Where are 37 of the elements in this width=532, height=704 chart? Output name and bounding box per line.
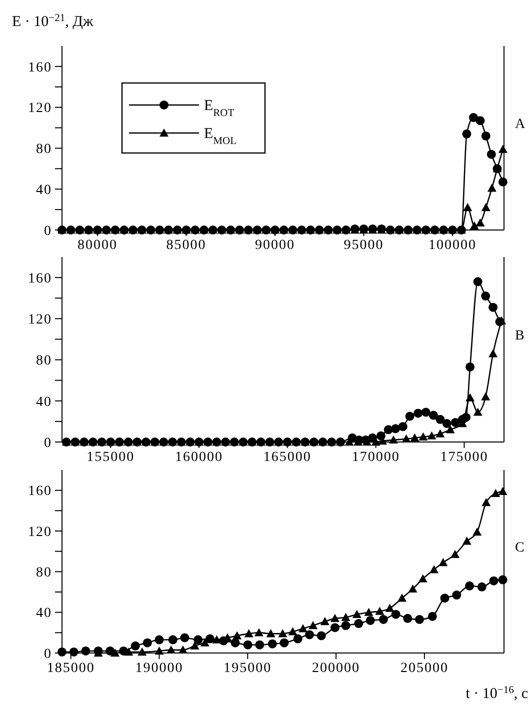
x-tick-label: 200000 [312, 661, 360, 676]
y-tick-label: 160 [28, 60, 52, 76]
legend-label: E$_{ROT}$ [204, 98, 235, 118]
x-tick-label: 170000 [352, 450, 400, 465]
y-tick-label: 40 [36, 394, 52, 410]
y-axis-title: E · 10$^{−21}$, Дж [12, 12, 94, 30]
x-tick-label: 95000 [344, 238, 384, 253]
y-tick-label: 160 [28, 484, 52, 500]
y-tick-label: 0 [44, 224, 52, 239]
text: A [515, 117, 526, 132]
y-tick-label: 80 [36, 566, 52, 581]
x-tick-label: 160000 [175, 450, 224, 465]
y-tick-label: 40 [36, 183, 52, 198]
y-tick-label: 0 [44, 646, 52, 662]
y-tick-label: 120 [28, 524, 52, 540]
x-tick-label: 175000 [440, 450, 488, 465]
y-tick-label: 80 [36, 354, 52, 369]
text: B [515, 328, 524, 344]
y-tick-label: 80 [36, 142, 52, 158]
x-tick-label: 100000 [428, 238, 477, 253]
y-tick-label: 120 [28, 312, 52, 328]
x-axis-title: t · 10$^{−16}$, c [466, 684, 528, 702]
y-tick-label: 160 [28, 271, 52, 286]
x-tick-label: 85000 [166, 238, 206, 253]
x-tick-label: 185000 [46, 661, 95, 676]
x-tick-label: 155000 [86, 450, 135, 465]
y-tick-label: 120 [28, 101, 52, 116]
x-tick-label: 205000 [400, 661, 448, 676]
x-tick-label: 90000 [255, 238, 296, 253]
x-tick-label: 165000 [263, 450, 312, 465]
text: C [515, 540, 524, 556]
legend-label: E$_{MOL}$ [204, 126, 237, 146]
x-tick-label: 190000 [135, 661, 184, 676]
y-tick-label: 0 [44, 436, 52, 451]
x-tick-label: 195000 [224, 661, 272, 676]
y-tick-label: 40 [36, 606, 52, 622]
x-tick-label: 80000 [78, 238, 118, 253]
